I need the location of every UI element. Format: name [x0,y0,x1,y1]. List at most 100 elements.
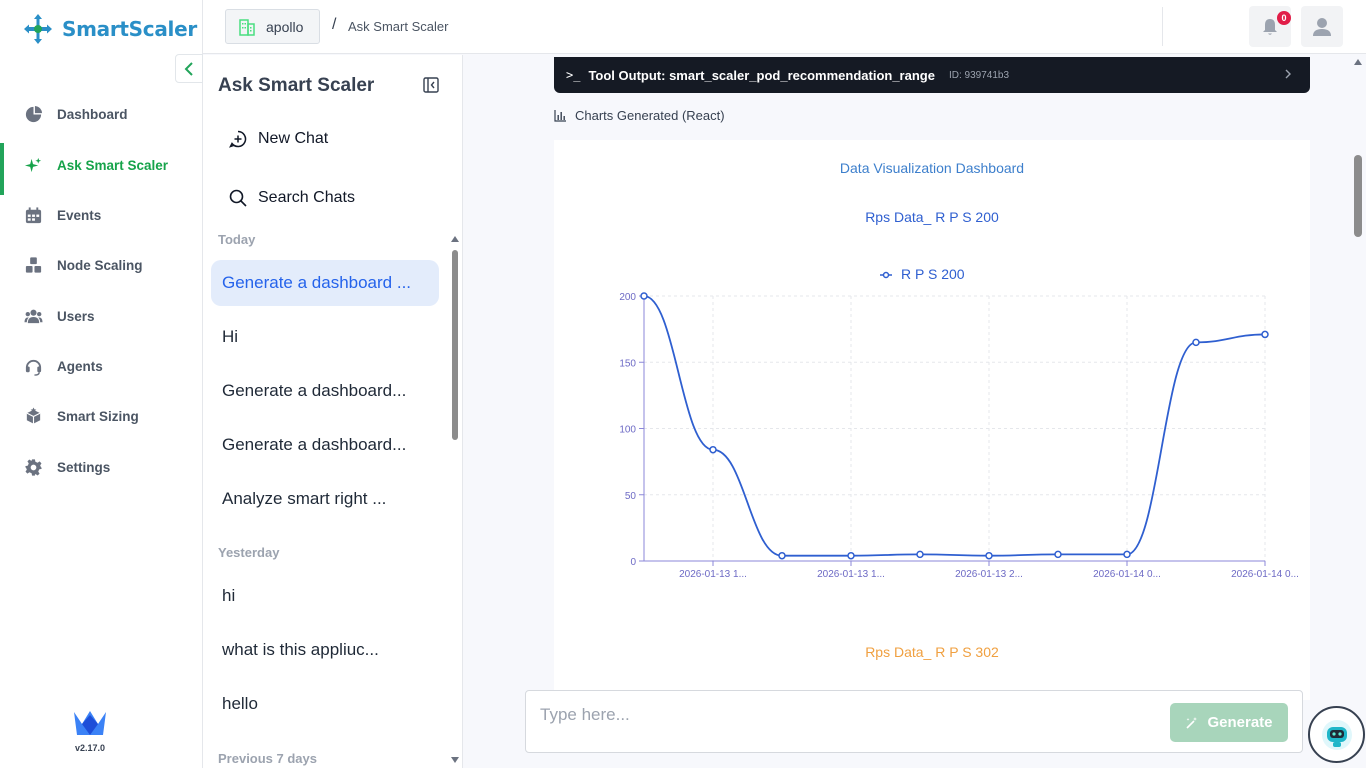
chat-history-item[interactable]: what is this appliuc... [222,640,379,659]
chevron-left-icon [184,61,193,76]
nav-item-users[interactable]: Users [0,294,203,338]
data-point [847,551,855,560]
nav-item-agents[interactable]: Agents [0,344,203,388]
version-label: v2.17.0 [74,743,106,753]
users-icon [24,309,43,323]
y-tick-label: 150 [619,358,636,369]
group-today: Today [218,232,256,247]
panel-collapse-icon[interactable] [423,77,439,93]
charts-generated-text: Charts Generated (React) [575,108,725,123]
topbar-divider [1162,7,1163,46]
chat-sidebar-scrollbar[interactable] [452,250,458,440]
x-tick-label: 2026-01-13 1... [679,569,747,580]
nav-label: Node Scaling [57,257,143,273]
headset-icon [25,359,42,376]
legend-label: R P S 200 [901,266,965,282]
chat-history-item[interactable]: Generate a dashboard... [222,435,407,454]
group-previous-7-days: Previous 7 days [218,751,317,766]
group-yesterday: Yesterday [218,545,280,560]
data-point [1054,550,1062,559]
chat-history-item[interactable]: Hi [222,327,239,346]
x-tick-label: 2026-01-13 1... [817,569,885,580]
legend-marker [882,271,890,279]
nav-item-ask-smart-scaler[interactable]: Ask Smart Scaler [0,143,203,195]
nav-label: Agents [57,358,103,374]
chat-history-item[interactable]: Generate a dashboard... [222,381,407,400]
tool-output-bar[interactable]: >_ Tool Output: smart_scaler_pod_recomme… [554,57,1310,93]
y-tick-label: 200 [619,292,636,303]
chat-history-item[interactable]: hi [222,586,236,605]
data-point [916,550,924,559]
chat-input[interactable] [540,703,1140,727]
data-point [778,551,786,560]
data-point [1192,338,1200,347]
tool-output-id: ID: 939741b3 [948,69,1010,81]
bar-chart-icon [554,110,566,122]
calendar-icon [25,206,42,223]
left-nav: SmartScaler Dashboard Ask Smart Scaler E… [0,0,203,768]
breadcrumb-current: Ask Smart Scaler [348,19,449,34]
collapse-nav-button[interactable] [175,54,203,83]
gear-icon [25,458,42,476]
chat-history-item[interactable]: hello [222,694,258,713]
x-tick-label: 2026-01-14 0... [1093,569,1161,580]
brand-logo[interactable]: SmartScaler [22,12,197,46]
assistant-bot-button[interactable] [1308,706,1365,763]
nav-item-settings[interactable]: Settings [0,445,203,489]
generate-button[interactable]: Generate [1170,703,1288,742]
x-tick-label: 2026-01-13 2... [955,569,1023,580]
main-scrollbar[interactable] [1354,155,1362,237]
top-bar: apollo / Ask Smart Scaler 0 [203,0,1366,54]
chart-title: Rps Data_ R P S 200 [865,209,999,225]
workspace-name: apollo [266,18,304,35]
data-point [985,551,993,560]
robot-icon [1321,719,1352,750]
magic-wand-icon [1186,716,1198,729]
workspace-selector[interactable]: apollo [225,9,320,44]
rps-line-chart: 0 50 100 150 200 2026-01-13 1... 2026-01-13 1.… [619,266,1299,580]
y-tick-label: 50 [625,491,637,502]
notification-count-badge: 0 [1277,11,1291,25]
charts-generated-label: Charts Generated (React) [554,108,725,123]
y-tick-label: 100 [619,425,636,436]
chat-input-box: Generate [525,690,1303,753]
nav-label: Settings [57,459,111,475]
main-panel: >_ Tool Output: smart_scaler_pod_recomme… [464,55,1366,768]
brand-footer: v2.17.0 [70,710,110,753]
nav-item-events[interactable]: Events [0,193,203,237]
arrows-logo-icon [24,14,52,44]
nav-label: Ask Smart Scaler [57,157,169,173]
data-point [1123,550,1131,559]
y-tick-label: 0 [630,557,636,568]
search-chats-button[interactable]: Search Chats [229,189,355,207]
main-scroll-up-arrow-icon[interactable] [1354,59,1362,65]
user-icon [1313,17,1331,36]
data-point [709,445,717,454]
nav-label: Dashboard [57,106,128,122]
chat-history-sidebar: Ask Smart Scaler New Chat Search Chats T… [203,55,463,768]
data-point [640,292,648,300]
nav-label: Smart Sizing [57,408,139,424]
chat-sidebar-title: Ask Smart Scaler [218,75,375,96]
dashboard-title: Data Visualization Dashboard [839,160,1025,176]
series-line-rps-200 [643,295,1266,557]
scroll-down-arrow-icon[interactable] [451,757,459,763]
nav-item-node-scaling[interactable]: Node Scaling [0,243,203,287]
nav-label: Users [57,308,95,324]
user-avatar-button[interactable] [1301,6,1343,47]
pie-chart-icon [25,105,43,122]
new-chat-button[interactable]: New Chat [229,130,328,148]
brand-name: SmartScaler [62,17,197,41]
chat-history-item[interactable]: Analyze smart right ... [222,489,387,508]
chat-history-item[interactable]: Generate a dashboard ... [211,260,439,306]
scroll-up-arrow-icon[interactable] [451,236,459,242]
nav-item-dashboard[interactable]: Dashboard [0,92,203,136]
chart-card: Data Visualization Dashboard Rps Data_ R… [554,140,1310,700]
new-chat-icon [229,130,247,148]
cubes-icon [25,256,42,273]
search-icon [229,189,247,207]
nav-label: Events [57,207,102,223]
nav-item-smart-sizing[interactable]: Smart Sizing [0,394,203,438]
x-tick-label: 2026-01-14 0... [1231,569,1299,580]
crown-logo-icon [74,711,106,735]
